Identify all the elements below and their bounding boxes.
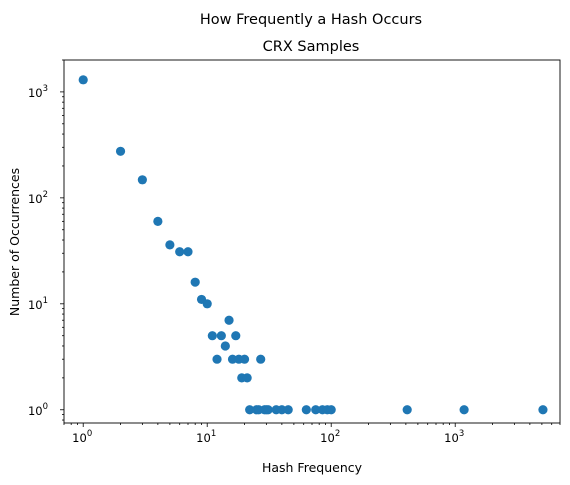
data-point bbox=[212, 354, 222, 364]
data-point bbox=[224, 315, 234, 325]
data-point bbox=[277, 405, 287, 415]
x-tick-label: 100 bbox=[72, 429, 92, 445]
data-point bbox=[115, 146, 126, 156]
x-tick-label: 103 bbox=[444, 429, 464, 445]
data-point bbox=[538, 405, 548, 415]
data-point bbox=[207, 331, 217, 341]
x-axis: 100 101 102 103 bbox=[63, 423, 561, 445]
y-tick-label: 101 bbox=[28, 296, 48, 312]
y-tick-label: 100 bbox=[28, 402, 48, 418]
data-point bbox=[311, 405, 321, 415]
data-point bbox=[245, 405, 255, 415]
data-point bbox=[263, 405, 273, 415]
x-tick-label: 102 bbox=[320, 429, 340, 445]
x-tick-label: 101 bbox=[196, 429, 216, 445]
plot-frame bbox=[63, 59, 561, 424]
data-point bbox=[220, 341, 230, 351]
data-point bbox=[239, 354, 250, 364]
plot-area bbox=[78, 75, 548, 415]
data-point bbox=[231, 331, 241, 341]
data-point bbox=[326, 405, 336, 415]
x-axis-label: Hash Frequency bbox=[262, 460, 363, 475]
data-point bbox=[137, 175, 147, 185]
y-tick-label: 102 bbox=[28, 190, 48, 206]
y-axis-label: Number of Occurrences bbox=[7, 168, 22, 316]
data-point bbox=[242, 373, 252, 383]
data-point bbox=[301, 405, 311, 415]
data-point bbox=[283, 405, 293, 415]
data-point bbox=[175, 247, 185, 257]
data-point bbox=[153, 216, 163, 226]
data-point bbox=[202, 299, 212, 309]
data-point bbox=[216, 331, 226, 341]
y-tick-label: 103 bbox=[28, 84, 48, 100]
data-point bbox=[183, 247, 193, 257]
chart-title: CRX Samples bbox=[263, 39, 360, 55]
data-point bbox=[227, 354, 238, 364]
chart-suptitle: How Frequently a Hash Occurs bbox=[200, 12, 422, 28]
data-point bbox=[78, 75, 88, 85]
data-point bbox=[402, 405, 412, 415]
data-point bbox=[459, 405, 469, 415]
data-point bbox=[190, 277, 200, 287]
data-point bbox=[165, 240, 175, 250]
data-point bbox=[256, 354, 266, 364]
